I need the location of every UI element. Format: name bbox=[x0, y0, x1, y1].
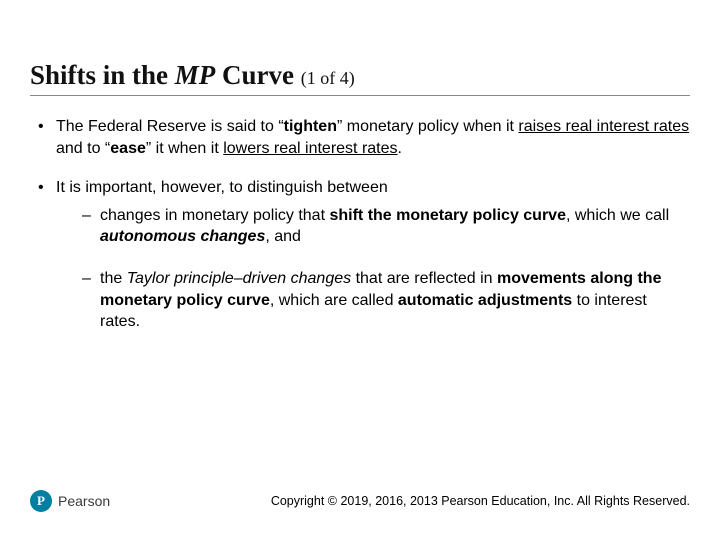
s1-auto: autonomous changes bbox=[100, 228, 265, 245]
s2-t1: the bbox=[100, 270, 127, 287]
s1-t1: changes in monetary policy that bbox=[100, 207, 329, 224]
title-mp: MP bbox=[175, 60, 216, 90]
slide-title: Shifts in the MP Curve (1 of 4) bbox=[30, 60, 690, 91]
pearson-logo-text: Pearson bbox=[58, 493, 110, 509]
title-post: Curve bbox=[215, 60, 300, 90]
b1-ease: ease bbox=[110, 140, 146, 157]
s1-t3: , and bbox=[265, 228, 301, 245]
pearson-logo: P Pearson bbox=[30, 490, 110, 512]
title-paren: (1 of 4) bbox=[301, 68, 355, 88]
bullet-2: It is important, however, to distinguish… bbox=[34, 177, 690, 333]
sub-bullet-1: changes in monetary policy that shift th… bbox=[78, 205, 690, 248]
title-divider: Shifts in the MP Curve (1 of 4) bbox=[30, 60, 690, 96]
b1-t4: ” it when it bbox=[146, 140, 223, 157]
slide: Shifts in the MP Curve (1 of 4) The Fede… bbox=[0, 0, 720, 540]
b1-t3: and to “ bbox=[56, 140, 110, 157]
sub-bullet-2: the Taylor principle–driven changes that… bbox=[78, 268, 690, 333]
b1-lowers: lowers real interest rates bbox=[223, 140, 397, 157]
pearson-logo-icon: P bbox=[30, 490, 52, 512]
s2-t2: that are reflected in bbox=[351, 270, 497, 287]
s2-adj: automatic adjustments bbox=[398, 292, 572, 309]
footer: P Pearson Copyright © 2019, 2016, 2013 P… bbox=[30, 490, 690, 512]
s1-shift: shift the monetary policy curve bbox=[329, 207, 566, 224]
b1-t5: . bbox=[398, 140, 402, 157]
bullet-list: The Federal Reserve is said to “tighten”… bbox=[30, 116, 690, 333]
b1-raises: raises real interest rates bbox=[518, 118, 689, 135]
copyright-text: Copyright © 2019, 2016, 2013 Pearson Edu… bbox=[271, 494, 690, 508]
s2-driven: driven changes bbox=[243, 270, 352, 287]
s2-t3: , which are called bbox=[270, 292, 398, 309]
bullet-1: The Federal Reserve is said to “tighten”… bbox=[34, 116, 690, 159]
b1-t2: ” monetary policy when it bbox=[337, 118, 518, 135]
s2-tp: Taylor principle bbox=[127, 270, 234, 287]
sub-bullet-list: changes in monetary policy that shift th… bbox=[56, 205, 690, 333]
b1-tighten: tighten bbox=[284, 118, 337, 135]
b2-lead: It is important, however, to distinguish… bbox=[56, 179, 388, 196]
s1-t2: , which we call bbox=[566, 207, 669, 224]
b1-t1: The Federal Reserve is said to “ bbox=[56, 118, 284, 135]
title-pre: Shifts in the bbox=[30, 60, 175, 90]
s2-dash: – bbox=[234, 270, 243, 287]
